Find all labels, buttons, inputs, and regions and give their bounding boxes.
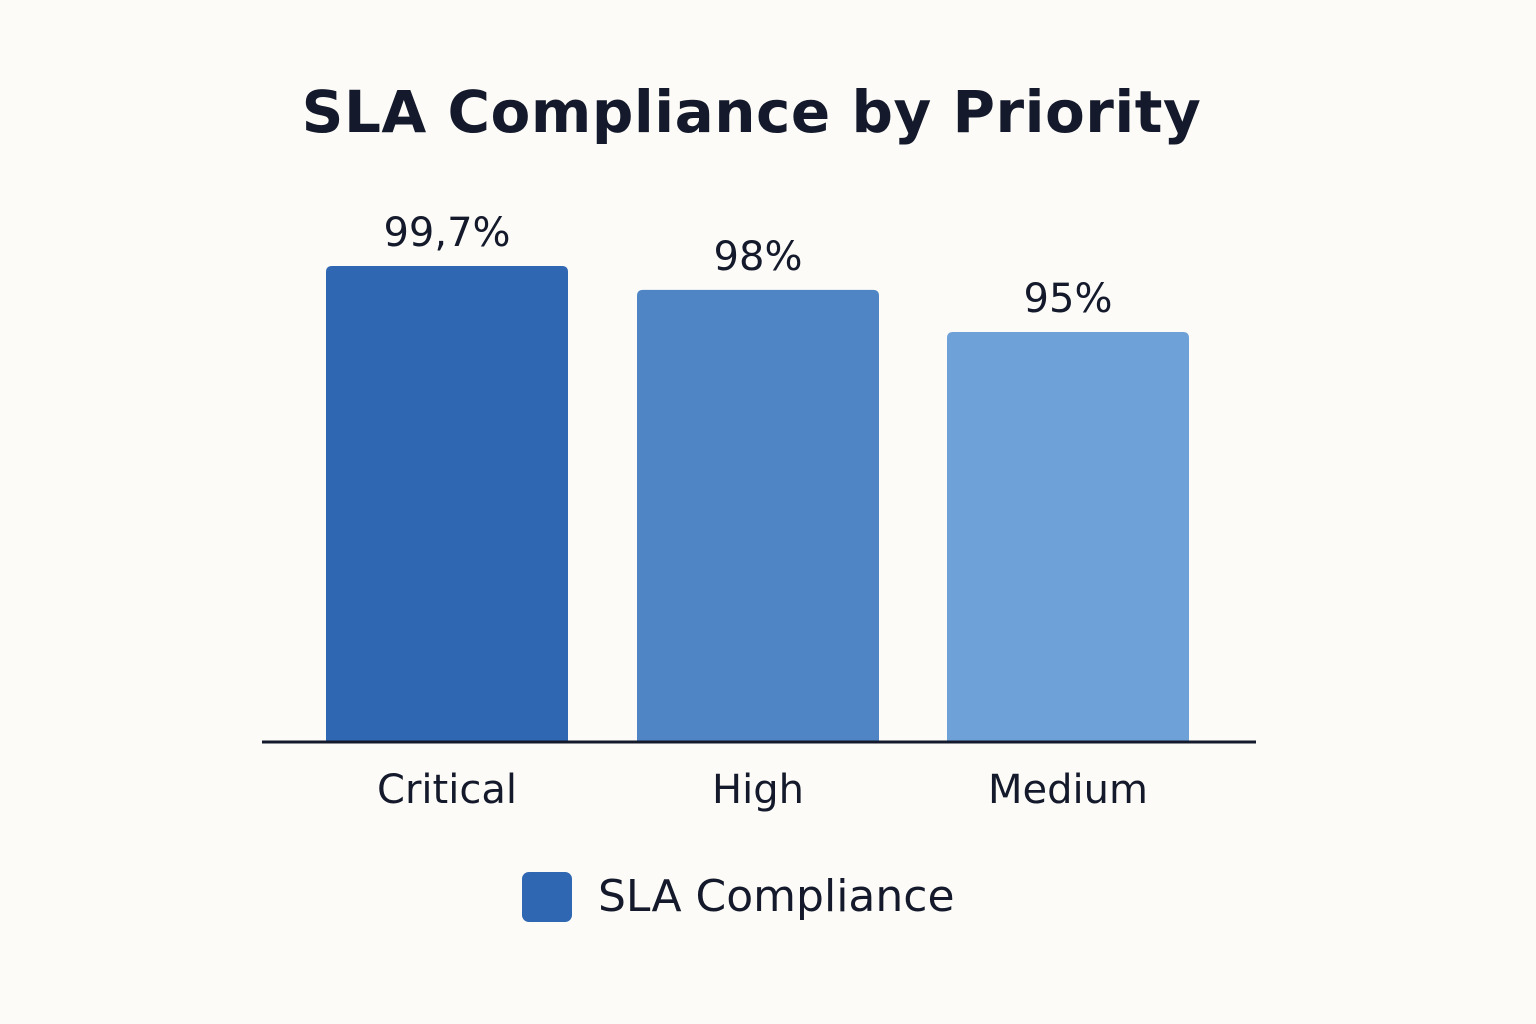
data-label-medium: 95% <box>1024 276 1113 322</box>
bar-medium <box>947 331 1189 741</box>
chart-title: SLA Compliance by Priority <box>301 78 1202 146</box>
bar-critical <box>326 266 568 741</box>
bar-high <box>637 289 879 741</box>
data-label-critical: 99,7% <box>383 210 510 256</box>
legend-swatch <box>522 872 572 922</box>
data-label-high: 98% <box>714 234 803 280</box>
legend: SLA Compliance <box>522 872 955 922</box>
legend-label: SLA Compliance <box>598 871 955 922</box>
tick-label-critical: Critical <box>377 767 517 813</box>
tick-label-high: High <box>712 767 804 813</box>
tick-label-medium: Medium <box>988 767 1148 813</box>
